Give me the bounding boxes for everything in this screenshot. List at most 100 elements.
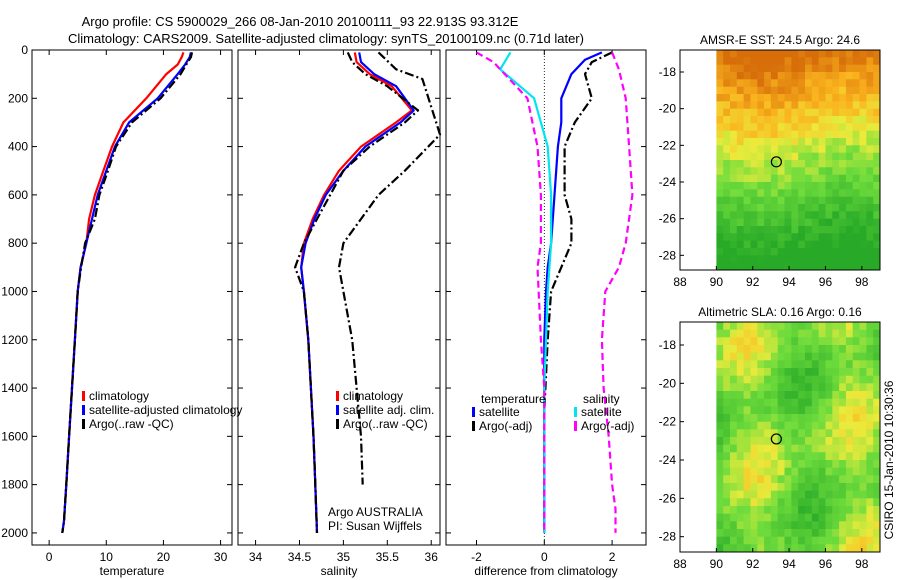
heatmap-cell — [852, 329, 860, 338]
heatmap-cell — [873, 506, 881, 515]
heatmap-cell — [798, 145, 806, 154]
heatmap-cell — [750, 444, 758, 453]
heatmap-cell — [736, 329, 745, 338]
heatmap-cell — [743, 360, 751, 369]
heatmap-cell — [791, 72, 799, 80]
heatmap-cell — [852, 490, 860, 499]
heatmap-cell — [784, 116, 792, 124]
heatmap-cell — [825, 94, 833, 102]
heatmap-cell — [852, 322, 860, 331]
heatmap-cell — [723, 145, 731, 154]
heatmap-cell — [770, 72, 779, 80]
heatmap-cell — [845, 375, 854, 384]
x-tick-label: 20 — [157, 550, 171, 564]
heatmap-cell — [716, 116, 724, 124]
heatmap-cell — [736, 452, 745, 461]
y-tick-label: -24 — [659, 175, 677, 189]
heatmap-cell — [866, 57, 874, 66]
heatmap-cell — [750, 152, 758, 161]
heatmap-cell — [723, 506, 731, 515]
heatmap-cell — [736, 174, 745, 183]
heatmap-cell — [845, 452, 854, 461]
heatmap-cell — [784, 544, 792, 553]
heatmap-cell — [859, 398, 867, 407]
heatmap-cell — [832, 72, 840, 80]
heatmap-cell — [798, 248, 806, 256]
heatmap-cell — [852, 521, 860, 530]
heatmap-cell — [743, 452, 751, 461]
heatmap-cell — [845, 406, 854, 415]
heatmap-cell — [866, 391, 874, 400]
heatmap-cell — [866, 368, 874, 377]
heatmap-cell — [736, 108, 745, 117]
heatmap-cell — [736, 130, 745, 139]
heatmap-cell — [839, 108, 847, 117]
heatmap-cell — [852, 130, 860, 139]
heatmap-cell — [873, 86, 881, 95]
heatmap-cell — [764, 167, 772, 176]
heatmap-cell — [832, 240, 840, 249]
heatmap-cell — [743, 226, 751, 234]
heatmap-cell — [716, 383, 724, 392]
heatmap-cell — [798, 329, 806, 338]
heatmap-cell — [825, 72, 833, 80]
heatmap-cell — [730, 64, 738, 73]
heatmap-cell — [818, 498, 826, 507]
heatmap-cell — [832, 467, 840, 476]
heatmap-cell — [716, 145, 724, 154]
y-tick-label: -26 — [659, 491, 677, 505]
heatmap-cell — [845, 398, 854, 407]
heatmap-cell — [805, 86, 813, 95]
heatmap-cell — [757, 204, 765, 212]
heatmap-cell — [723, 406, 731, 415]
heatmap-cell — [832, 529, 840, 538]
heatmap-cell — [784, 490, 792, 499]
heatmap-cell — [784, 94, 792, 102]
heatmap-cell — [873, 116, 881, 124]
heatmap-cell — [777, 167, 785, 176]
heatmap-cell — [757, 421, 765, 430]
heatmap-cell — [764, 116, 772, 124]
heatmap-cell — [798, 475, 806, 484]
series-line — [600, 51, 634, 533]
heatmap-cell — [723, 375, 731, 384]
map-heatmap-cells — [716, 322, 881, 553]
heatmap-cell — [825, 138, 833, 146]
series-line — [300, 52, 415, 533]
heatmap-cell — [832, 116, 840, 124]
heatmap-cell — [716, 414, 724, 423]
heatmap-cell — [770, 50, 779, 58]
heatmap-cell — [777, 391, 785, 400]
heatmap-cell — [873, 64, 881, 73]
heatmap-cell — [764, 521, 772, 530]
heatmap-cell — [805, 444, 813, 453]
heatmap-cell — [757, 529, 765, 538]
y-tick-label: -18 — [659, 338, 677, 352]
heatmap-cell — [805, 145, 813, 154]
heatmap-cell — [791, 240, 799, 249]
heatmap-cell — [811, 544, 820, 553]
heatmap-cell — [777, 444, 785, 453]
heatmap-cell — [757, 248, 765, 256]
heatmap-cell — [818, 406, 826, 415]
heatmap-cell — [839, 506, 847, 515]
heatmap-cell — [791, 57, 799, 66]
heatmap-cell — [750, 64, 758, 73]
heatmap-cell — [764, 123, 772, 132]
heatmap-cell — [736, 490, 745, 499]
heatmap-cell — [866, 467, 874, 476]
x-tick-label: 98 — [855, 557, 869, 571]
heatmap-cell — [825, 240, 833, 249]
heatmap-cell — [873, 345, 881, 354]
heatmap-cell — [839, 101, 847, 110]
heatmap-cell — [873, 467, 881, 476]
heatmap-cell — [839, 145, 847, 154]
heatmap-cell — [723, 498, 731, 507]
x-tick-label: 96 — [819, 557, 833, 571]
heatmap-cell — [730, 72, 738, 80]
heatmap-cell — [818, 138, 826, 146]
heatmap-cell — [730, 521, 738, 530]
heatmap-cell — [736, 145, 745, 154]
heatmap-cell — [798, 130, 806, 139]
heatmap-cell — [777, 233, 785, 242]
